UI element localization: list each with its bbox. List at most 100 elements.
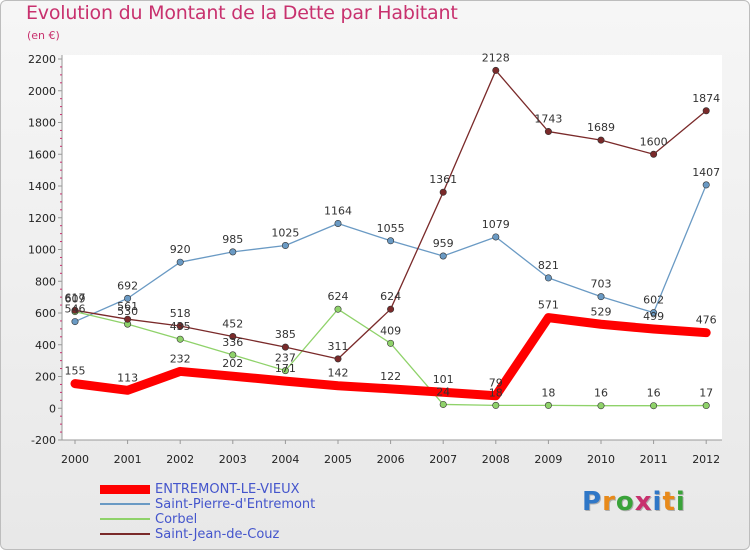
series-point-1 (702, 181, 710, 189)
y-tick-label: 800 (35, 275, 56, 288)
data-label-3: 1874 (692, 92, 720, 105)
x-tick-label: 2005 (324, 453, 352, 466)
x-tick-label: 2004 (271, 453, 299, 466)
series-point-2 (281, 367, 289, 375)
series-point-2 (650, 402, 658, 410)
data-label-1: 959 (433, 237, 454, 250)
data-label-3: 2128 (482, 51, 510, 64)
logo-letter: i (652, 487, 663, 517)
legend-label-saint-pierre: Saint-Pierre-d'Entremont (155, 497, 316, 512)
series-point-1 (492, 233, 500, 241)
data-label-3: 561 (117, 300, 138, 313)
data-label-1: 1164 (324, 204, 352, 217)
series-point-2 (334, 305, 342, 313)
data-label-0: 101 (433, 373, 454, 386)
data-label-3: 624 (380, 290, 401, 303)
data-label-0: 122 (380, 370, 401, 383)
data-label-2: 18 (541, 386, 555, 399)
data-label-3: 518 (170, 307, 191, 320)
series-point-2 (439, 400, 447, 408)
y-tick-label: -200 (31, 434, 56, 447)
series-point-3 (229, 332, 237, 340)
legend-label-corbel: Corbel (155, 512, 198, 527)
series-point-2 (544, 401, 552, 409)
y-tick-label: 1200 (28, 212, 56, 225)
series-point-3 (544, 128, 552, 136)
data-label-2: 24 (436, 385, 450, 398)
data-label-3: 617 (65, 291, 86, 304)
legend-swatch-saint-jean (100, 533, 150, 535)
legend-swatch-entremont (100, 484, 150, 494)
data-label-0: 155 (65, 365, 86, 378)
x-tick-label: 2011 (640, 453, 668, 466)
x-tick-label: 2010 (587, 453, 615, 466)
series-point-2 (387, 339, 395, 347)
y-tick-label: 1400 (28, 180, 56, 193)
series-point-3 (597, 136, 605, 144)
x-tick-label: 2009 (534, 453, 562, 466)
series-point-3 (492, 66, 500, 74)
data-label-3: 1743 (534, 113, 562, 126)
series-point-3 (334, 355, 342, 363)
series-point-2 (597, 402, 605, 410)
data-label-0: 232 (170, 352, 191, 365)
series-point-1 (229, 248, 237, 256)
series-point-1 (124, 294, 132, 302)
legend-label-saint-jean: Saint-Jean-de-Couz (155, 527, 280, 542)
data-label-2: 16 (647, 387, 661, 400)
data-label-3: 452 (222, 317, 243, 330)
series-point-3 (124, 315, 132, 323)
data-label-0: 476 (696, 314, 717, 327)
x-tick-label: 2007 (429, 453, 457, 466)
legend-label-entremont: ENTREMONT-LE-VIEUX (155, 482, 300, 497)
data-label-1: 692 (117, 279, 138, 292)
series-point-3 (439, 188, 447, 196)
proxiti-logo: Proxiti (582, 487, 686, 517)
data-label-1: 602 (643, 294, 664, 307)
x-tick-label: 2012 (692, 453, 720, 466)
series-point-3 (281, 343, 289, 351)
chart-title: Evolution du Montant de la Dette par Hab… (26, 2, 458, 24)
series-point-3 (650, 150, 658, 158)
data-label-1: 1025 (271, 227, 299, 240)
logo-letter: t (662, 487, 676, 517)
data-label-2: 336 (222, 336, 243, 349)
data-label-2: 609 (65, 293, 86, 306)
data-label-0: 142 (328, 367, 349, 380)
y-tick-label: 200 (35, 371, 56, 384)
data-label-1: 1407 (692, 166, 720, 179)
x-tick-label: 2006 (377, 453, 405, 466)
x-tick-label: 2002 (166, 453, 194, 466)
data-label-0: 171 (275, 362, 296, 375)
data-label-2: 624 (328, 290, 349, 303)
logo-letter: P (582, 487, 603, 517)
logo-letter: x (634, 487, 653, 517)
series-point-2 (702, 402, 710, 410)
data-label-3: 1600 (640, 135, 668, 148)
data-label-2: 237 (275, 352, 296, 365)
y-tick-label: 1600 (28, 148, 56, 161)
legend-swatch-saint-pierre (100, 503, 150, 505)
series-point-1 (544, 274, 552, 282)
data-label-0: 529 (591, 305, 612, 318)
series-point-1 (650, 309, 658, 317)
series-point-1 (71, 318, 79, 326)
x-tick-label: 2000 (61, 453, 89, 466)
series-point-1 (597, 293, 605, 301)
data-label-3: 1361 (429, 173, 457, 186)
logo-letter: r (602, 487, 616, 517)
data-label-1: 920 (170, 243, 191, 256)
data-label-0: 202 (222, 357, 243, 370)
data-label-0: 113 (117, 371, 138, 384)
series-point-3 (702, 107, 710, 115)
x-tick-label: 2001 (114, 453, 142, 466)
data-label-1: 1079 (482, 218, 510, 231)
data-label-0: 499 (643, 310, 664, 323)
data-label-0: 79 (489, 377, 503, 390)
legend-swatch-corbel (100, 518, 150, 520)
series-line-0 (70, 313, 711, 401)
data-label-1: 1055 (377, 222, 405, 235)
series-point-1 (439, 252, 447, 260)
series-point-3 (71, 306, 79, 314)
data-label-2: 17 (699, 387, 713, 400)
